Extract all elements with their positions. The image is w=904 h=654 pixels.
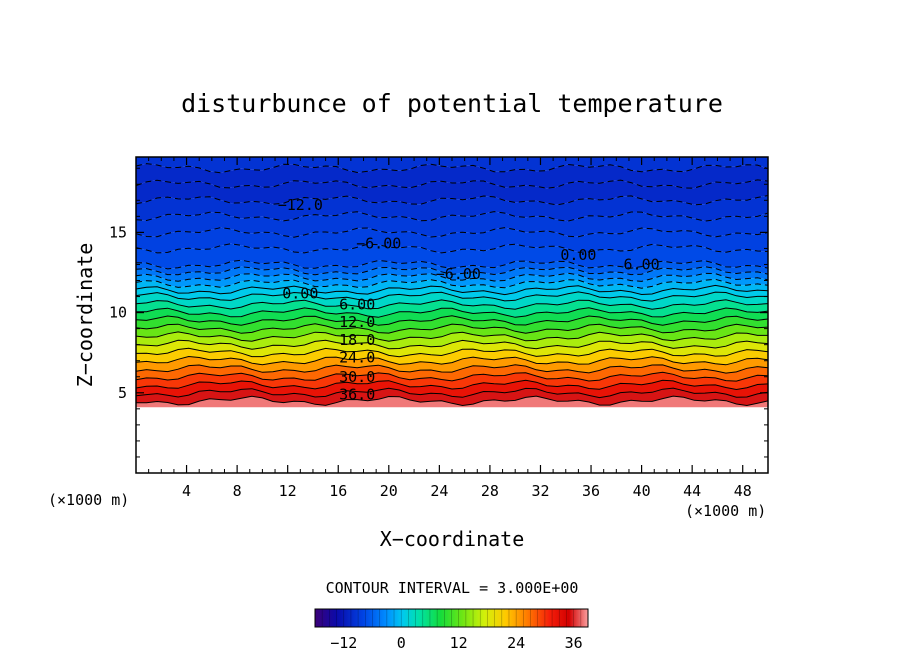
field-band [136,285,768,302]
contour-label: 30.0 [339,368,375,386]
contour-line [136,163,768,174]
contour-label: 24.0 [339,349,375,367]
colorbar-tick-label: 12 [450,634,468,652]
contour-line [136,395,768,407]
x-unit-right: (×1000 m) [685,502,766,520]
colorbar-tick-label: −12 [330,634,357,652]
colorbar-levels [314,609,589,627]
contour-line [136,179,768,189]
contour-label: 0.00 [560,246,596,264]
contour-line [136,266,768,276]
field-band [136,273,768,289]
field-band [136,163,768,189]
field-band [136,299,768,318]
y-tick-label: 10 [109,304,127,322]
field-band [136,211,768,238]
x-unit-left: (×1000 m) [48,491,129,509]
field-band [136,266,768,282]
contour-line [136,371,768,382]
x-axis-ticks: 4 8 12 16 20 24 28 32 36 40 44 48 [148,157,756,500]
contour-line [136,272,768,282]
field-band [136,291,768,310]
field-band [136,307,768,326]
field-band [136,340,768,357]
x-tick-label: 40 [633,482,651,500]
contour-line [136,284,768,296]
contour-label: −12.0 [278,196,323,214]
field-band [136,323,768,342]
contour-line [136,243,768,254]
contour-line [136,387,768,399]
field-band [136,157,768,173]
plot-area [136,157,768,408]
contour-label: −6.00 [356,235,401,253]
x-tick-label: 44 [683,482,701,500]
y-tick-label: 15 [109,223,127,241]
y-axis-ticks: 5 10 15 [109,167,768,458]
contour-line [136,227,768,238]
contour-label: 12.0 [339,313,375,331]
contour-line [136,339,768,350]
field-band [136,279,768,295]
x-tick-label: 4 [182,482,191,500]
colorbar [314,608,589,628]
contour-label: 6.00 [624,255,660,273]
field-band [136,396,768,408]
field-band [136,356,768,374]
contour-line [136,347,768,358]
contour-line [136,195,768,206]
contour-labels: −12.0−6.00−6.000.006.000.006.0012.018.02… [278,196,660,403]
field-band [136,260,768,275]
contour-interval-label: CONTOUR INTERVAL = 3.000E+00 [326,579,579,597]
contour-line [136,355,768,366]
x-axis-label: X−coordinate [380,527,525,551]
colorbar-tick-label: 24 [507,634,525,652]
contour-line [136,323,768,334]
x-tick-label: 28 [481,482,499,500]
contour-label: 18.0 [339,331,375,349]
field-band [136,195,768,222]
colorbar-tick-labels: −12 0 12 24 36 [330,634,582,652]
contour-label: 0.00 [282,284,318,302]
field-band [136,331,768,350]
field-band [136,179,768,205]
contour-label: 6.00 [339,296,375,314]
contour-line [136,291,768,302]
x-tick-label: 48 [734,482,752,500]
field-band [136,348,768,365]
contour-line [136,331,768,342]
contour-line [136,315,768,326]
contour-line [136,259,768,270]
contour-label: −6.00 [436,265,481,283]
y-axis-label: Z−coordinate [73,243,97,388]
contour-line [136,278,768,289]
field-band [136,364,768,382]
colorbar-tick-label: 36 [565,634,583,652]
contour-label: 36.0 [339,385,375,403]
colorbar-tick-label: 0 [397,634,406,652]
x-tick-label: 8 [233,482,242,500]
x-tick-label: 12 [279,482,297,500]
contour-line [136,211,768,222]
contour-line [136,364,768,374]
x-tick-label: 16 [329,482,347,500]
x-tick-label: 32 [531,482,549,500]
chart-title: disturbunce of potential temperature [181,89,723,118]
contour-line [136,379,768,391]
x-tick-label: 24 [430,482,448,500]
contour-line [136,307,768,318]
x-tick-label: 36 [582,482,600,500]
contour-line [136,299,768,310]
y-tick-label: 5 [118,384,127,402]
x-tick-label: 20 [380,482,398,500]
